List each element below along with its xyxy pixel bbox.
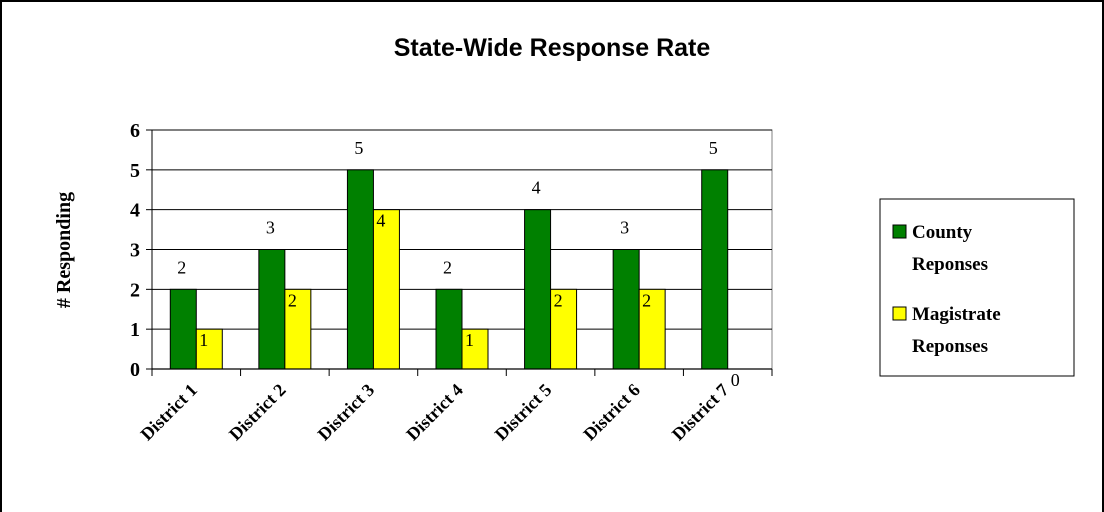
bar-magistrate (195, 328, 223, 370)
x-tick-label: District 3 (314, 380, 379, 445)
chart-title: State-Wide Response Rate (394, 34, 711, 62)
data-label: 2 (443, 257, 452, 277)
x-tick-label: District 7 (668, 380, 733, 445)
bar-magistrate (461, 328, 489, 370)
data-label: 1 (199, 330, 208, 350)
data-label: 3 (620, 218, 629, 238)
bar-county (169, 288, 197, 370)
legend-label: Reponses (912, 336, 988, 357)
x-tick-label: District 4 (402, 380, 467, 445)
y-tick-label: 1 (130, 319, 140, 341)
bar-magistrate (638, 288, 666, 370)
x-tick-label: District 1 (136, 380, 201, 445)
bar-county (258, 249, 286, 370)
data-label: 2 (288, 290, 297, 310)
y-axis-label: # Responding (53, 192, 75, 308)
legend-box (879, 198, 1075, 377)
x-tick-label: District 5 (491, 380, 556, 445)
data-label: 5 (354, 138, 363, 158)
bar-county (612, 249, 640, 370)
data-label: 2 (177, 257, 186, 277)
legend-label: Reponses (912, 254, 988, 275)
data-label: 5 (709, 138, 718, 158)
data-labels: 2 3 5 2 4 3 5 1 2 4 1 2 2 0 (177, 138, 739, 390)
data-label: 4 (376, 211, 385, 231)
data-label: 1 (465, 330, 474, 350)
bar-county (524, 209, 552, 370)
y-tick-label: 4 (130, 200, 140, 222)
x-tick-label: District 2 (225, 380, 290, 445)
legend-swatch (892, 306, 907, 321)
y-tick-label: 6 (130, 120, 140, 142)
data-label: 2 (642, 290, 651, 310)
bar-magistrate (372, 209, 400, 370)
bar-magistrate (284, 288, 312, 370)
legend-label: County (912, 222, 973, 243)
bar-county (435, 288, 463, 370)
y-tick-label: 5 (130, 160, 140, 182)
data-label: 3 (266, 218, 275, 238)
bar-county (701, 169, 729, 370)
data-label: 4 (532, 178, 541, 198)
legend-label: Magistrate (912, 304, 1001, 325)
data-label: 2 (554, 290, 563, 310)
data-label: 0 (731, 370, 740, 390)
y-tick-label: 2 (130, 279, 140, 301)
legend-swatch (892, 224, 907, 239)
legend: County Reponses Magistrate Reponses (879, 198, 1075, 377)
x-tick-label: District 6 (579, 380, 644, 445)
y-tick-label: 0 (130, 359, 140, 381)
y-tick-label: 3 (130, 240, 140, 262)
bar-county (346, 169, 374, 370)
axes: 0 1 2 3 4 5 6 District 1 District 2 District 3 Dis… (130, 120, 773, 445)
